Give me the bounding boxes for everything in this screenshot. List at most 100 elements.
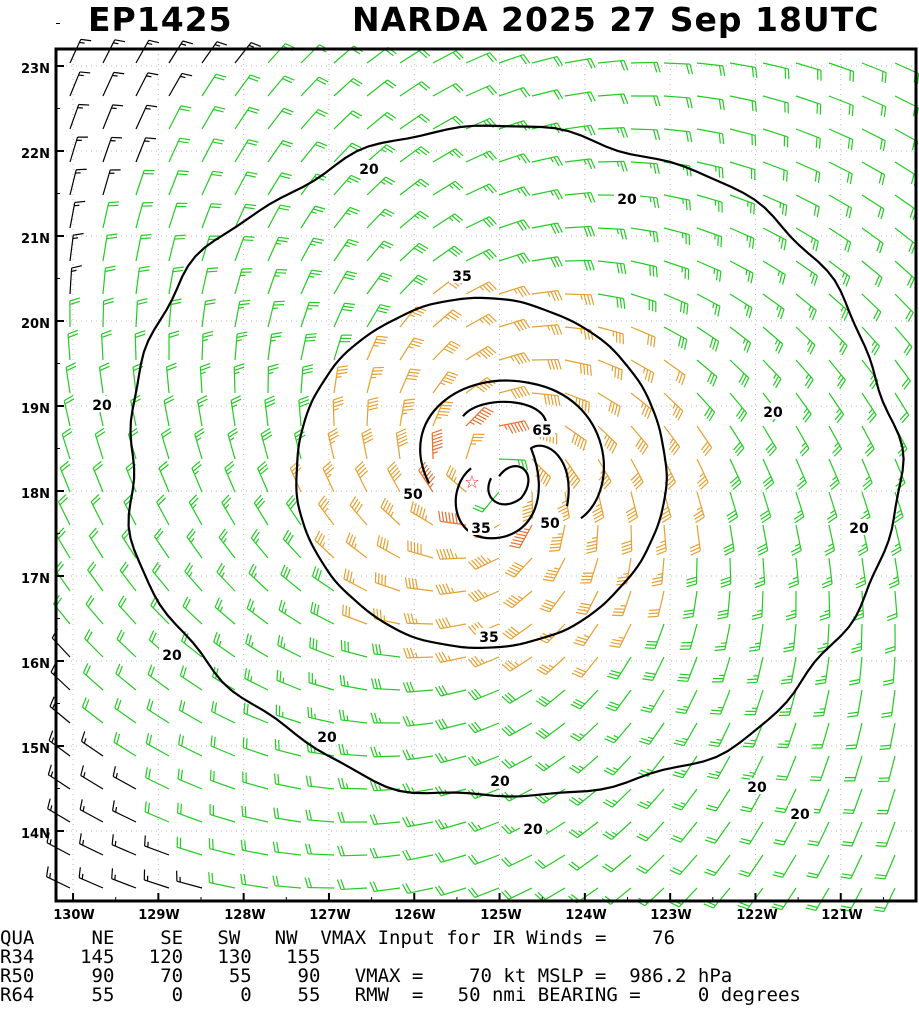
wind-barb bbox=[234, 42, 262, 64]
wind-barb bbox=[663, 128, 693, 143]
wind-barb bbox=[597, 93, 629, 105]
wind-barb bbox=[156, 494, 170, 526]
r34-se: 120 bbox=[148, 946, 184, 968]
wind-barb bbox=[300, 364, 314, 394]
wind-barb bbox=[795, 359, 814, 389]
wind-barb bbox=[602, 788, 632, 808]
wind-barb bbox=[309, 637, 335, 658]
wind-barb bbox=[369, 847, 401, 859]
wind-barb bbox=[240, 839, 269, 856]
wind-barb bbox=[234, 299, 251, 328]
wind-barb bbox=[111, 834, 137, 856]
wind-barb bbox=[696, 293, 721, 317]
wind-barb bbox=[746, 656, 764, 684]
wind-barb bbox=[168, 202, 188, 229]
wind-barb bbox=[729, 458, 742, 490]
wind-barb bbox=[250, 528, 269, 559]
wind-barb bbox=[191, 460, 203, 493]
wind-barb bbox=[861, 227, 884, 254]
wind-barb bbox=[210, 735, 236, 757]
wind-barb bbox=[300, 141, 328, 163]
wind-barb bbox=[465, 84, 498, 97]
wind-barb bbox=[300, 173, 327, 196]
wind-barb bbox=[119, 561, 137, 592]
wind-barb bbox=[46, 832, 71, 856]
wind-barb bbox=[531, 89, 564, 100]
wind-barb bbox=[569, 722, 599, 742]
table-col-label: QUA bbox=[0, 927, 35, 949]
wind-barb bbox=[605, 689, 632, 712]
wind-barb bbox=[597, 326, 624, 345]
wind-barb bbox=[621, 524, 633, 555]
wind-barb bbox=[188, 494, 203, 526]
storm-info-title: NARDA 2025 27 Sep 18UTC bbox=[352, 0, 880, 39]
wind-barb bbox=[366, 176, 396, 196]
wind-barb bbox=[402, 715, 434, 727]
wind-barb bbox=[253, 494, 269, 526]
wind-barb bbox=[176, 870, 203, 889]
wind-barb bbox=[501, 854, 533, 868]
wind-barb bbox=[402, 816, 434, 828]
row-label: R50 bbox=[0, 965, 35, 987]
wind-barb bbox=[503, 590, 533, 609]
wind-barb bbox=[80, 765, 104, 790]
wind-barb bbox=[201, 170, 224, 196]
wind-barb bbox=[332, 396, 344, 427]
wind-barb bbox=[465, 183, 497, 196]
wind-barb bbox=[537, 623, 566, 644]
wind-barb bbox=[343, 568, 368, 592]
r34-nw: 155 bbox=[286, 946, 321, 968]
wind-barb bbox=[196, 395, 208, 427]
wind-barb bbox=[102, 104, 124, 130]
lat-label: 17N bbox=[21, 572, 50, 587]
wind-barb bbox=[318, 495, 335, 526]
wind-barb bbox=[597, 293, 626, 309]
wind-barb bbox=[337, 845, 368, 857]
wind-barb bbox=[729, 194, 756, 215]
wind-barb bbox=[807, 821, 830, 847]
wind-barb bbox=[234, 331, 248, 361]
wind-barb bbox=[327, 427, 340, 460]
wind-barb bbox=[795, 161, 821, 183]
wind-barb bbox=[607, 656, 632, 680]
wind-barb bbox=[693, 491, 705, 524]
wind-barb bbox=[564, 425, 587, 451]
wind-barb bbox=[568, 854, 599, 871]
wind-barb bbox=[696, 194, 723, 213]
wind-barb bbox=[888, 557, 900, 589]
wind-barb bbox=[696, 260, 722, 282]
wind-barb bbox=[712, 656, 731, 683]
wind-barb bbox=[663, 194, 692, 211]
wind-barb bbox=[100, 329, 112, 361]
wind-barb bbox=[168, 72, 193, 97]
wind-barb bbox=[597, 127, 629, 138]
wind-barb bbox=[267, 332, 282, 361]
wind-barb bbox=[467, 589, 500, 603]
wind-barb bbox=[272, 875, 302, 889]
map-frame bbox=[54, 47, 918, 903]
table-col-nw: NW bbox=[274, 927, 298, 949]
wind-barb bbox=[729, 293, 753, 319]
wind-barb bbox=[211, 701, 236, 724]
wind-barb bbox=[842, 788, 863, 815]
wind-barb bbox=[135, 137, 157, 163]
wind-barb bbox=[501, 689, 533, 704]
wind-barb bbox=[741, 755, 764, 781]
wind-barb bbox=[886, 590, 898, 622]
wind-barb bbox=[531, 458, 551, 487]
wind-barb bbox=[498, 285, 531, 298]
wind-barb bbox=[145, 767, 170, 790]
contour-65kt bbox=[462, 400, 548, 429]
wind-barb bbox=[333, 77, 363, 97]
wind-barb bbox=[300, 333, 317, 361]
wind-barb bbox=[636, 854, 665, 874]
wind-barb bbox=[465, 433, 485, 460]
contour-label-20: 20 bbox=[790, 807, 810, 823]
wind-barb bbox=[69, 297, 81, 328]
wind-barb bbox=[742, 722, 764, 748]
wind-barb bbox=[209, 769, 236, 790]
wind-barb bbox=[630, 260, 658, 278]
wind-barb bbox=[498, 252, 531, 265]
contour-20kt bbox=[127, 124, 905, 798]
wind-barb bbox=[399, 337, 425, 361]
